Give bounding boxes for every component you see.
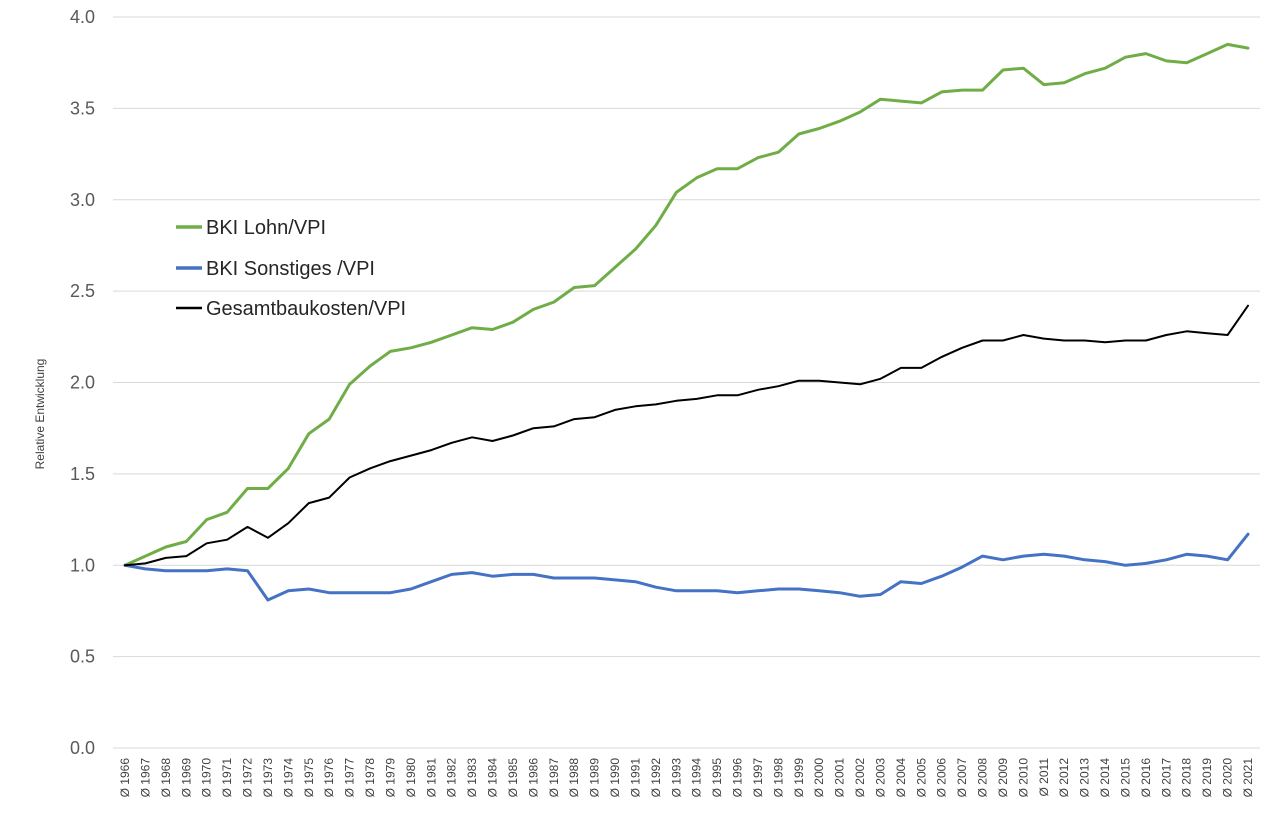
x-tick-label: Ø 1994: [690, 758, 704, 798]
x-tick-label: Ø 1989: [588, 758, 602, 798]
x-tick-label: Ø 1970: [200, 758, 214, 798]
series-line-gesamtbaukosten-vpi: [124, 304, 1249, 567]
x-tick-label: Ø 1993: [669, 758, 683, 798]
series-line-bki-sonstiges-vpi: [123, 532, 1250, 602]
y-tick-label: 3.5: [70, 98, 95, 118]
x-tick-label: Ø 1982: [445, 758, 459, 798]
x-tick-label: Ø 1973: [261, 758, 275, 798]
x-tick-label: Ø 1975: [302, 758, 316, 798]
x-tick-label: Ø 1986: [526, 758, 540, 798]
y-axis-ticks: 0.0 0.5 1.0 1.5 2.0 2.5 3.0 3.5 4.0: [70, 7, 95, 758]
x-tick-label: Ø 2009: [996, 758, 1010, 798]
x-tick-label: Ø 2002: [853, 758, 867, 798]
y-tick-label: 1.5: [70, 464, 95, 484]
x-tick-label: Ø 2000: [812, 758, 826, 798]
x-tick-label: Ø 2015: [1118, 758, 1132, 798]
x-tick-label: Ø 1990: [608, 758, 622, 798]
x-tick-label: Ø 1988: [567, 758, 581, 798]
x-tick-label: Ø 1966: [118, 758, 132, 798]
x-tick-label: Ø 1976: [322, 758, 336, 798]
x-tick-label: Ø 2011: [1037, 758, 1051, 797]
x-tick-label: Ø 2014: [1098, 758, 1112, 798]
x-tick-label: Ø 1985: [506, 758, 520, 798]
x-tick-label: Ø 2019: [1200, 758, 1214, 798]
x-tick-label: Ø 2016: [1139, 758, 1153, 798]
x-tick-label: Ø 2021: [1241, 758, 1255, 798]
y-tick-label: 3.0: [70, 190, 95, 210]
x-tick-label: Ø 1977: [343, 758, 357, 798]
x-tick-label: Ø 2006: [935, 758, 949, 798]
x-tick-label: Ø 1992: [649, 758, 663, 798]
y-tick-label: 4.0: [70, 7, 95, 27]
x-tick-label: Ø 1969: [179, 758, 193, 798]
x-tick-label: Ø 1987: [547, 758, 561, 798]
legend: BKI Lohn/VPI BKI Sonstiges /VPI Gesamtbauk…: [176, 217, 406, 320]
series-lines: [123, 42, 1250, 602]
x-tick-label: Ø 1971: [220, 758, 234, 798]
x-tick-label: Ø 1991: [628, 758, 642, 798]
x-tick-label: Ø 2008: [976, 758, 990, 798]
x-axis-ticks: Ø 1966 Ø 1967 Ø 1968 Ø 1969 Ø 1970 Ø 1971 Ø 19…: [118, 758, 1255, 798]
y-tick-label: 1.0: [70, 555, 95, 575]
series-line-bki-lohn-vpi: [123, 42, 1250, 567]
x-tick-label: Ø 2007: [955, 758, 969, 798]
x-tick-label: Ø 1981: [424, 758, 438, 798]
y-tick-label: 2.0: [70, 373, 95, 393]
x-tick-label: Ø 1978: [363, 758, 377, 798]
y-tick-label: 0.5: [70, 647, 95, 667]
x-tick-label: Ø 1996: [731, 758, 745, 798]
x-tick-label: Ø 1984: [486, 758, 500, 798]
x-tick-label: Ø 2013: [1078, 758, 1092, 798]
x-tick-label: Ø 1983: [465, 758, 479, 798]
x-tick-label: Ø 1972: [241, 758, 255, 798]
y-tick-label: 0.0: [70, 738, 95, 758]
x-tick-label: Ø 1998: [771, 758, 785, 798]
x-tick-label: Ø 1980: [404, 758, 418, 798]
y-tick-label: 2.5: [70, 281, 95, 301]
x-tick-label: Ø 1979: [383, 758, 397, 798]
x-tick-label: Ø 2020: [1221, 758, 1235, 798]
legend-label: Gesamtbaukosten/VPI: [206, 298, 406, 320]
x-tick-label: Ø 1974: [281, 758, 295, 798]
legend-label: BKI Sonstiges /VPI: [206, 258, 375, 280]
x-tick-label: Ø 2012: [1057, 758, 1071, 798]
x-tick-label: Ø 2018: [1180, 758, 1194, 798]
x-tick-label: Ø 2003: [873, 758, 887, 798]
x-tick-label: Ø 1995: [710, 758, 724, 798]
x-tick-label: Ø 1997: [751, 758, 765, 798]
x-tick-label: Ø 1968: [159, 758, 173, 798]
y-axis-label: Relative Entwicklung: [33, 359, 47, 470]
gridlines: [113, 16, 1260, 749]
x-tick-label: Ø 2004: [894, 758, 908, 798]
legend-label: BKI Lohn/VPI: [206, 217, 326, 239]
x-tick-label: Ø 2001: [833, 758, 847, 798]
x-tick-label: Ø 1999: [792, 758, 806, 798]
x-tick-label: Ø 2005: [914, 758, 928, 798]
x-tick-label: Ø 1967: [138, 758, 152, 798]
x-tick-label: Ø 2017: [1159, 758, 1173, 798]
x-tick-label: Ø 2010: [1016, 758, 1030, 798]
